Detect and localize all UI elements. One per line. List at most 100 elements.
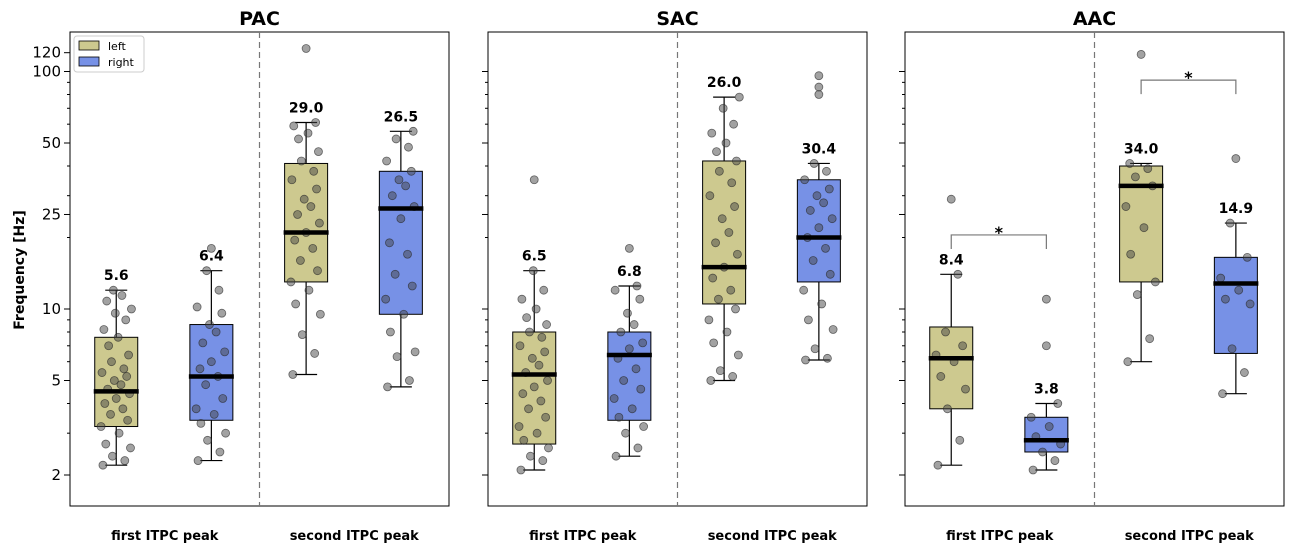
data-point <box>616 327 626 337</box>
data-point <box>315 309 325 319</box>
data-point <box>399 309 409 319</box>
data-point <box>312 184 321 194</box>
data-point <box>1150 277 1160 287</box>
data-point <box>961 384 970 394</box>
data-point <box>303 128 313 138</box>
y-tick-label: 50 <box>42 134 61 152</box>
data-point <box>98 460 108 470</box>
data-point <box>403 249 412 259</box>
data-point <box>532 428 542 438</box>
box-left: 6.5 <box>511 175 557 475</box>
legend-swatch-right <box>78 56 100 67</box>
data-point <box>124 350 133 360</box>
significance-bracket: * <box>950 223 1047 249</box>
data-point <box>1234 285 1244 295</box>
data-point <box>822 166 831 176</box>
value-label: 6.8 <box>617 264 642 280</box>
data-point <box>299 194 309 204</box>
data-point <box>516 465 526 475</box>
data-point <box>310 349 320 358</box>
data-point <box>614 412 624 422</box>
data-point <box>196 418 206 428</box>
data-point <box>943 404 952 414</box>
box-right: 6.8 <box>606 243 652 461</box>
data-point <box>206 357 216 367</box>
data-point <box>514 422 524 431</box>
data-point <box>817 299 827 309</box>
data-point <box>386 327 395 337</box>
data-point <box>108 451 117 461</box>
data-point <box>1221 294 1230 304</box>
data-point <box>313 266 322 276</box>
data-point <box>101 439 111 449</box>
data-point <box>301 44 311 53</box>
panel-title: AAC <box>1073 8 1116 30</box>
data-point <box>519 435 529 445</box>
data-point <box>304 285 314 295</box>
value-label: 30.4 <box>802 141 837 157</box>
data-point <box>823 353 832 363</box>
box-right: 30.4 <box>796 71 842 365</box>
data-point <box>711 238 720 248</box>
data-point <box>629 320 639 329</box>
legend-label-right: right <box>108 56 135 69</box>
data-point <box>715 366 725 376</box>
data-point <box>296 256 305 265</box>
data-point <box>936 372 946 381</box>
y-tick-label: 2 <box>51 466 61 484</box>
value-label: 3.8 <box>1034 382 1059 398</box>
data-point <box>407 281 417 291</box>
data-point <box>799 285 809 295</box>
value-label: 14.9 <box>1219 201 1254 217</box>
box-right: 3.8 <box>1023 294 1069 475</box>
data-point <box>297 330 307 340</box>
y-axis-label: Frequency [Hz] <box>12 210 28 329</box>
y-tick-label: 25 <box>42 205 61 223</box>
value-label: 6.5 <box>522 249 547 265</box>
data-point <box>819 198 829 208</box>
data-point <box>814 223 824 233</box>
data-point <box>724 228 734 237</box>
data-point <box>102 296 112 306</box>
data-point <box>609 394 619 403</box>
data-point <box>627 404 637 414</box>
data-point <box>110 308 120 318</box>
data-point <box>111 394 121 403</box>
data-point <box>294 134 303 144</box>
data-point <box>390 269 400 279</box>
data-point <box>537 332 547 342</box>
data-point <box>117 291 127 300</box>
data-point <box>408 126 418 136</box>
data-point <box>1225 218 1235 228</box>
box-right: 14.9 <box>1213 154 1259 399</box>
panel-title: PAC <box>239 8 280 30</box>
data-point <box>734 92 744 102</box>
box-left: 26.0 <box>701 75 747 385</box>
data-point <box>732 156 741 166</box>
data-point <box>311 118 321 127</box>
data-point <box>718 103 728 113</box>
value-label: 29.0 <box>289 100 324 116</box>
data-point <box>1028 465 1038 475</box>
data-point <box>1126 249 1136 259</box>
data-point <box>1125 159 1135 168</box>
data-point <box>635 294 645 304</box>
box-left: 8.4 <box>928 194 974 470</box>
data-point <box>946 194 956 204</box>
data-point <box>543 376 552 385</box>
value-label: 5.6 <box>104 268 129 284</box>
data-point <box>127 304 136 314</box>
data-point <box>708 273 718 283</box>
data-point <box>401 181 411 191</box>
data-point <box>218 394 228 403</box>
data-point <box>221 428 231 438</box>
data-point <box>522 313 532 322</box>
data-point <box>810 344 820 354</box>
data-point <box>534 360 544 370</box>
data-point <box>209 409 219 419</box>
data-point <box>541 412 551 422</box>
data-point <box>404 142 413 152</box>
data-point <box>525 327 534 337</box>
data-point <box>539 285 549 295</box>
